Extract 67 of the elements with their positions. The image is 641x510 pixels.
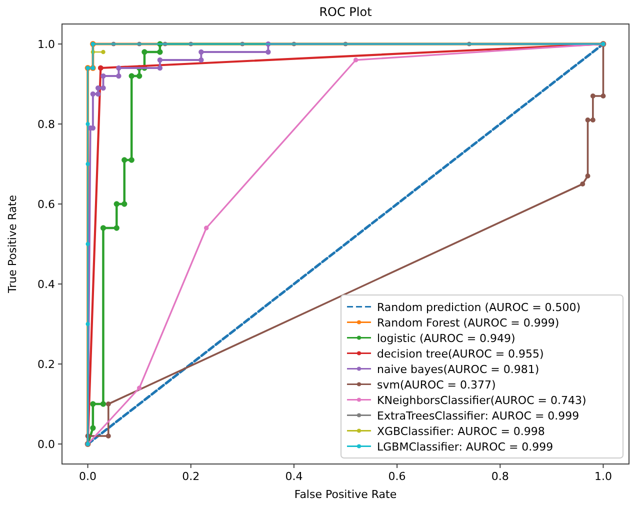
x-tick-label: 1.0 xyxy=(594,470,612,483)
point xyxy=(590,94,596,98)
chart-title: ROC Plot xyxy=(319,5,372,19)
legend-label: Random Forest (AUROC = 0.999) xyxy=(377,316,560,330)
y-tick-label: 0.0 xyxy=(38,438,55,451)
point xyxy=(101,50,106,54)
y-tick-label: 0.2 xyxy=(38,358,55,371)
legend-label: ExtraTreesClassifier: AUROC = 0.999 xyxy=(377,409,580,422)
point xyxy=(114,201,120,207)
point xyxy=(100,85,106,91)
point xyxy=(116,65,122,71)
point xyxy=(86,162,90,166)
point xyxy=(157,49,163,55)
y-tick-label: 0.8 xyxy=(38,118,55,131)
point xyxy=(353,58,358,62)
point xyxy=(114,225,120,231)
point xyxy=(198,57,204,63)
legend-label: decision tree(AUROC = 0.955) xyxy=(377,347,544,360)
point xyxy=(585,174,590,178)
x-tick-label: 0.0 xyxy=(79,470,97,483)
legend-label: svm(AUROC = 0.377) xyxy=(377,378,496,392)
point xyxy=(157,65,163,71)
point xyxy=(86,242,90,246)
x-tick-label: 0.6 xyxy=(388,470,406,483)
point xyxy=(100,225,106,231)
point xyxy=(128,157,134,163)
point xyxy=(157,57,163,63)
point xyxy=(198,49,204,55)
x-tick-label: 0.4 xyxy=(285,470,303,483)
point xyxy=(100,73,106,79)
point xyxy=(590,118,596,122)
legend-label: LGBMClassifier: AUROC = 0.999 xyxy=(377,440,554,454)
point xyxy=(600,94,606,98)
point xyxy=(98,65,104,71)
x-axis-title: False Positive Rate xyxy=(294,488,397,501)
point xyxy=(90,425,96,431)
legend-label: Random prediction (AUROC = 0.500) xyxy=(377,300,581,314)
point xyxy=(128,73,134,79)
y-axis-title: True Positive Rate xyxy=(6,194,19,294)
point xyxy=(90,401,96,407)
point xyxy=(204,226,209,230)
y-tick-label: 0.4 xyxy=(38,278,55,291)
point xyxy=(90,91,96,97)
point xyxy=(580,182,586,186)
point xyxy=(116,73,122,79)
legend-label: logistic (AUROC = 0.949) xyxy=(377,332,516,345)
y-tick-label: 1.0 xyxy=(38,38,55,51)
point xyxy=(266,49,271,55)
legend-label: KNeighborsClassifier(AUROC = 0.743) xyxy=(377,394,586,407)
point xyxy=(585,118,590,122)
point xyxy=(142,49,148,55)
point xyxy=(122,201,128,207)
y-tick-label: 0.6 xyxy=(38,198,55,211)
point xyxy=(122,157,128,163)
point xyxy=(106,434,111,438)
point xyxy=(106,402,111,406)
x-tick-label: 0.8 xyxy=(491,470,509,483)
point xyxy=(95,91,101,97)
point xyxy=(95,85,101,91)
point xyxy=(86,122,90,126)
point xyxy=(136,73,142,79)
legend-label: XGBClassifier: AUROC = 0.998 xyxy=(377,424,545,438)
point xyxy=(136,386,142,390)
x-tick-label: 0.2 xyxy=(182,470,200,483)
legend-label: naive bayes(AUROC = 0.981) xyxy=(377,362,540,376)
point xyxy=(100,401,106,407)
point xyxy=(86,322,90,326)
